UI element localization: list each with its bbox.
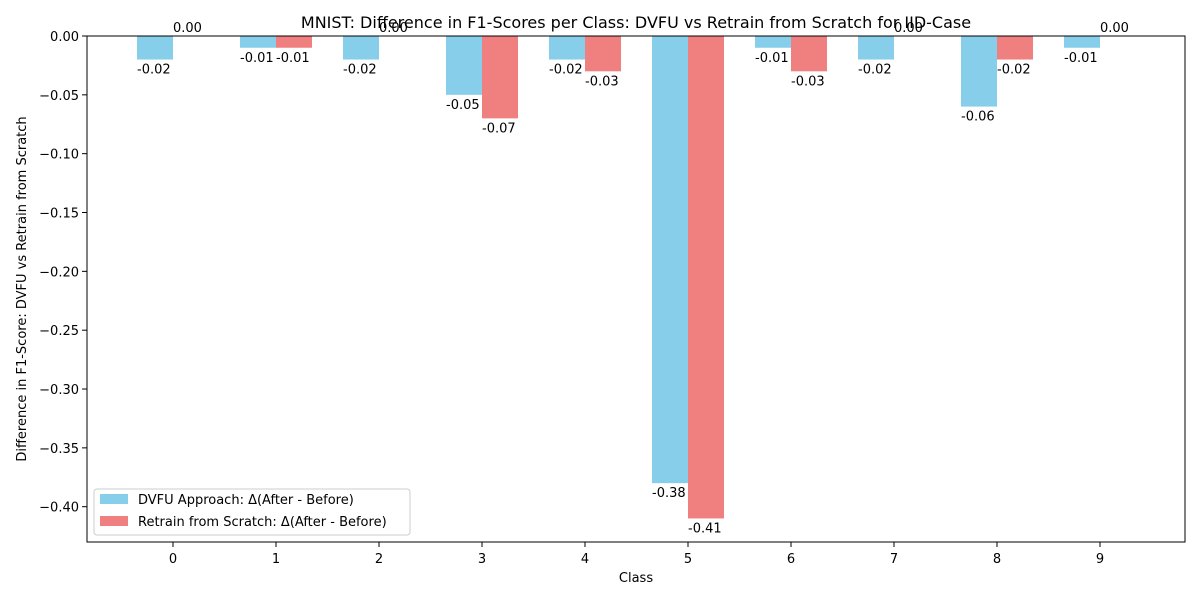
y-tick-label: −0.05 [39, 89, 79, 104]
bar-dvfu-class-7 [858, 36, 894, 60]
bar-dvfu-class-8 [961, 36, 997, 107]
data-label-retrain-class-0: 0.00 [173, 21, 202, 36]
bar-dvfu-class-3 [446, 36, 482, 95]
data-label-retrain-class-8: -0.02 [997, 63, 1031, 78]
x-tick-label: 4 [581, 552, 589, 567]
y-axis: 0.00 −0.05 −0.10 −0.15 −0.20 −0.25 −0.30 −0.35 −… [39, 30, 87, 516]
x-axis: 0 1 2 3 4 5 6 7 8 9 [169, 542, 1104, 567]
y-tick-label: −0.20 [39, 265, 79, 280]
y-tick-label: 0.00 [50, 30, 79, 45]
data-label-dvfu-class-1: -0.01 [240, 51, 274, 66]
legend-frame [93, 488, 411, 536]
x-tick-label: 2 [375, 552, 383, 567]
chart-title: MNIST: Difference in F1-Scores per Class… [301, 13, 971, 32]
legend: DVFU Approach: Δ(After - Before) Retrain… [93, 488, 411, 536]
y-tick-label: −0.40 [39, 501, 79, 516]
bar-dvfu-class-1 [240, 36, 276, 48]
x-tick-label: 6 [787, 552, 795, 567]
y-tick-label: −0.30 [39, 383, 79, 398]
data-label-dvfu-class-9: -0.01 [1064, 51, 1098, 66]
plot-frame [86, 35, 1186, 543]
data-label-retrain-class-1: -0.01 [276, 51, 310, 66]
data-label-retrain-class-9: 0.00 [1100, 21, 1129, 36]
bar-dvfu-class-2 [343, 36, 379, 60]
data-label-retrain-class-2: 0.00 [379, 21, 408, 36]
y-tick-label: −0.35 [39, 442, 79, 457]
x-tick-label: 9 [1096, 552, 1104, 567]
data-label-dvfu-class-2: -0.02 [343, 63, 377, 78]
legend-swatch-retrain [100, 516, 128, 526]
bar-labels-group: -0.02 -0.01 -0.02 -0.05 -0.02 -0.38 -0.01 -0.02… [137, 21, 1129, 536]
data-label-dvfu-class-7: -0.02 [858, 63, 892, 78]
bar-dvfu-class-5 [652, 36, 688, 484]
data-label-retrain-class-6: -0.03 [791, 74, 825, 89]
x-tick-label: 3 [478, 552, 486, 567]
bar-dvfu-class-4 [549, 36, 585, 60]
data-label-retrain-class-3: -0.07 [482, 121, 516, 136]
bar-dvfu-class-9 [1064, 36, 1100, 48]
data-label-dvfu-class-0: -0.02 [137, 63, 171, 78]
data-label-dvfu-class-4: -0.02 [549, 63, 583, 78]
data-label-retrain-class-4: -0.03 [585, 74, 619, 89]
x-tick-label: 8 [993, 552, 1001, 567]
data-label-dvfu-class-8: -0.06 [961, 110, 995, 125]
legend-label-dvfu: DVFU Approach: Δ(After - Before) [138, 493, 354, 508]
bar-retrain-class-1 [276, 36, 312, 48]
bar-retrain-class-6 [791, 36, 827, 72]
x-axis-label: Class [619, 571, 653, 586]
data-label-dvfu-class-6: -0.01 [755, 51, 789, 66]
bar-retrain-class-4 [585, 36, 621, 72]
y-tick-label: −0.10 [39, 148, 79, 163]
bar-retrain-class-3 [482, 36, 518, 119]
data-label-dvfu-class-5: -0.38 [652, 486, 686, 501]
bar-dvfu-class-0 [137, 36, 173, 60]
x-tick-label: 1 [272, 552, 280, 567]
y-tick-label: −0.15 [39, 207, 79, 222]
data-label-retrain-class-7: 0.00 [894, 21, 923, 36]
bar-retrain-class-5 [688, 36, 724, 519]
legend-label-retrain: Retrain from Scratch: Δ(After - Before) [138, 515, 387, 530]
y-tick-label: −0.25 [39, 324, 79, 339]
data-label-retrain-class-5: -0.41 [688, 521, 722, 536]
bars-group [137, 36, 1100, 519]
x-tick-label: 7 [890, 552, 898, 567]
y-axis-label: Difference in F1-Score: DVFU vs Retrain … [15, 116, 30, 461]
bar-retrain-class-8 [997, 36, 1033, 60]
x-tick-label: 5 [684, 552, 692, 567]
data-label-dvfu-class-3: -0.05 [446, 98, 480, 113]
x-tick-label: 0 [169, 552, 177, 567]
bar-dvfu-class-6 [755, 36, 791, 48]
legend-swatch-dvfu [100, 494, 128, 504]
